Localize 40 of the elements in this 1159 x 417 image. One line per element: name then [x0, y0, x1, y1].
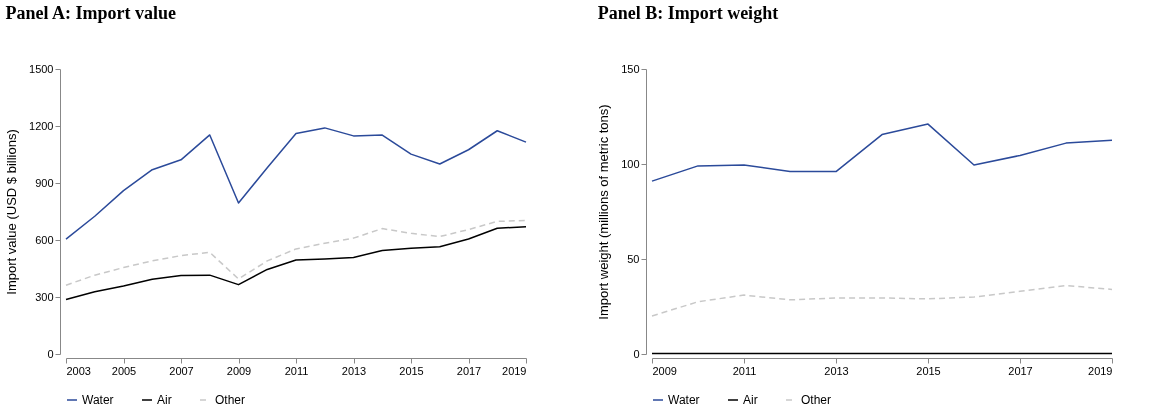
- y-tick-label: 300: [35, 290, 54, 303]
- x-tick-label: 2015: [399, 364, 424, 377]
- y-tick-label: 600: [35, 233, 54, 246]
- legend-label: Air: [157, 393, 172, 407]
- legend-label: Water: [82, 393, 114, 407]
- chart-title: Panel A: Import value: [5, 3, 177, 23]
- y-tick-label: 150: [621, 62, 640, 75]
- legend-label: Other: [801, 393, 832, 407]
- y-tick-label: 50: [627, 252, 640, 265]
- x-tick-label: 2009: [652, 364, 677, 377]
- x-tick-label: 2013: [341, 364, 367, 377]
- y-tick-label: 1500: [29, 62, 54, 75]
- x-tick-label: 2003: [66, 364, 91, 377]
- x-tick-label: 2011: [284, 364, 309, 377]
- y-tick-label: 0: [633, 347, 640, 360]
- x-tick-label: 2009: [226, 364, 252, 377]
- line-series: [65, 219, 527, 286]
- line-series: [651, 284, 1113, 317]
- x-tick-label: 2017: [456, 364, 482, 377]
- line-series: [65, 127, 527, 240]
- y-tick-label: 100: [621, 157, 640, 170]
- chart-title: Panel B: Import weight: [597, 3, 779, 23]
- legend-label: Other: [215, 393, 246, 407]
- x-tick-label: 2007: [169, 364, 194, 377]
- legend-label: Air: [743, 393, 758, 407]
- x-tick-label: 2015: [916, 364, 941, 377]
- legend-label: Water: [668, 393, 700, 407]
- x-tick-label: 2017: [1008, 364, 1033, 377]
- x-tick-label: 2019: [502, 364, 527, 377]
- line-series: [651, 123, 1113, 182]
- y-tick-label: 1200: [29, 119, 54, 132]
- x-tick-label: 2011: [732, 364, 757, 377]
- line-series: [65, 225, 527, 301]
- x-tick-label: 2005: [111, 364, 137, 377]
- y-axis-title: Import value (USD $ billions): [4, 129, 20, 295]
- y-tick-label: 900: [35, 176, 54, 189]
- x-tick-label: 2019: [1088, 364, 1113, 377]
- y-axis-title: Import weight (millions of metric tons): [596, 104, 612, 320]
- y-tick-label: 0: [47, 347, 54, 360]
- x-tick-label: 2013: [824, 364, 849, 377]
